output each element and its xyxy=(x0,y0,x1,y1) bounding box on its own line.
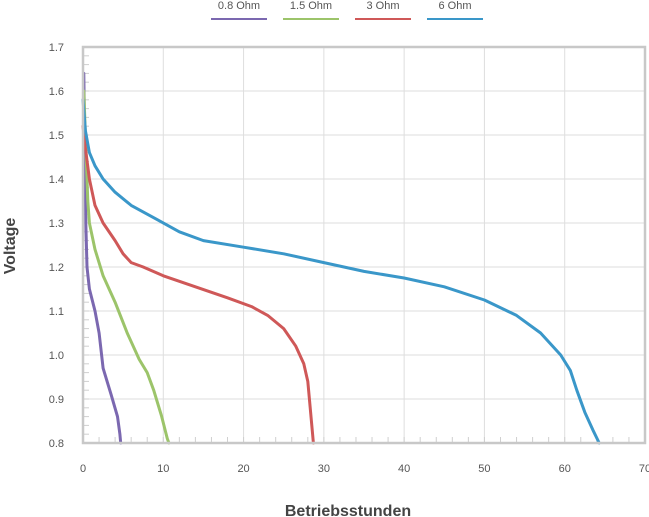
y-axis-title: Voltage xyxy=(2,218,19,275)
y-tick-label: 1.4 xyxy=(49,174,64,186)
legend-item: 6 Ohm xyxy=(427,0,483,20)
series-layer xyxy=(81,71,601,445)
x-tick-label: 50 xyxy=(478,463,490,475)
legend-item: 3 Ohm xyxy=(355,0,411,20)
plot-frame xyxy=(81,45,647,445)
legend-label: 0.8 Ohm xyxy=(218,0,260,12)
y-tick-label: 0.8 xyxy=(49,438,64,450)
series-line-6-ohm xyxy=(81,98,601,445)
series-line-3-ohm xyxy=(81,124,315,445)
y-tick-label: 1.0 xyxy=(49,350,64,362)
y-tick-label: 1.2 xyxy=(49,262,64,274)
y-tick-label: 1.7 xyxy=(49,42,64,54)
x-tick-label: 30 xyxy=(318,463,330,475)
legend: 0.8 Ohm 1.5 Ohm 3 Ohm 6 Ohm xyxy=(211,0,483,20)
series-line-1-5-ohm xyxy=(82,89,171,445)
x-tick-label: 40 xyxy=(398,463,410,475)
x-tick-label: 0 xyxy=(80,463,86,475)
y-tick-label: 1.3 xyxy=(49,218,64,230)
x-tick-label: 20 xyxy=(237,463,249,475)
y-tick-label: 0.9 xyxy=(49,394,64,406)
x-tick-labels: 0 10 20 30 40 50 60 70 xyxy=(80,463,649,475)
x-tick-label: 60 xyxy=(559,463,571,475)
legend-item: 0.8 Ohm xyxy=(211,0,267,20)
y-tick-label: 1.5 xyxy=(49,130,64,142)
legend-item: 1.5 Ohm xyxy=(283,0,339,20)
y-tick-labels: 0.8 0.9 1.0 1.1 1.2 1.3 1.4 1.5 1.6 1.7 xyxy=(49,42,64,450)
y-tick-label: 1.1 xyxy=(49,306,64,318)
grid xyxy=(83,47,645,443)
minor-ticks xyxy=(82,46,646,444)
legend-label: 1.5 Ohm xyxy=(290,0,332,12)
legend-label: 6 Ohm xyxy=(438,0,471,12)
x-tick-label: 70 xyxy=(639,463,649,475)
x-tick-label: 10 xyxy=(157,463,169,475)
x-axis-title: Betriebsstunden xyxy=(285,503,411,517)
y-tick-label: 1.6 xyxy=(49,86,64,98)
series-line-0-8-ohm xyxy=(82,71,123,445)
legend-label: 3 Ohm xyxy=(366,0,399,12)
